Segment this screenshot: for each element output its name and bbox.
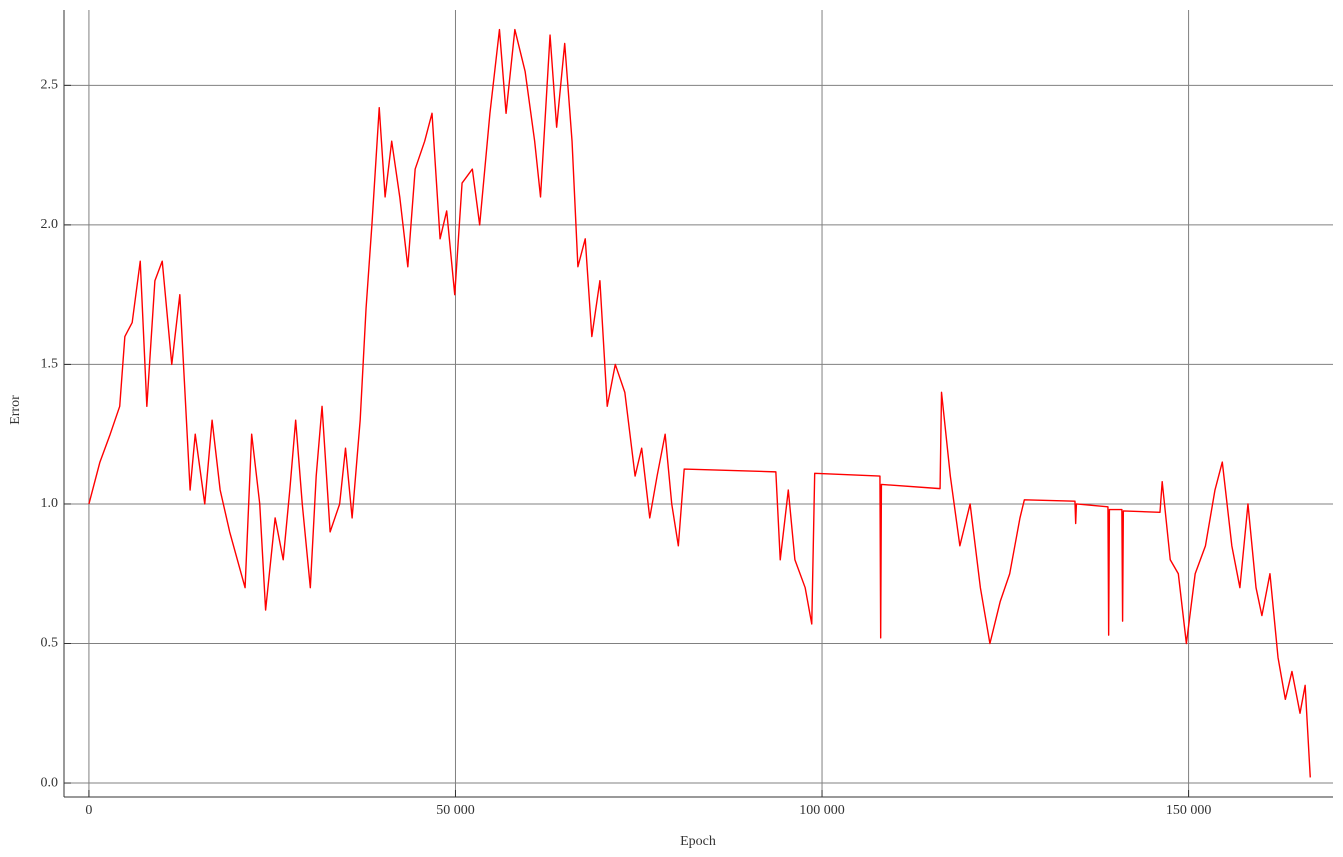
x-axis-label: Epoch xyxy=(680,834,716,849)
y-tick-label: 1.0 xyxy=(41,496,59,511)
y-tick-label: 2.0 xyxy=(41,217,59,232)
data-line xyxy=(88,28,1311,778)
x-tick-label: 0 xyxy=(85,803,92,818)
y-axis-label: Error xyxy=(8,395,23,425)
x-tick-label: 150 000 xyxy=(1166,803,1212,818)
y-tick-label: 1.5 xyxy=(41,357,59,372)
y-tick-label: 2.5 xyxy=(41,78,59,93)
x-tick-label: 50 000 xyxy=(436,803,475,818)
y-tick-label: 0.5 xyxy=(41,636,59,651)
x-tick-label: 100 000 xyxy=(799,803,845,818)
y-tick-label: 0.0 xyxy=(41,775,59,790)
